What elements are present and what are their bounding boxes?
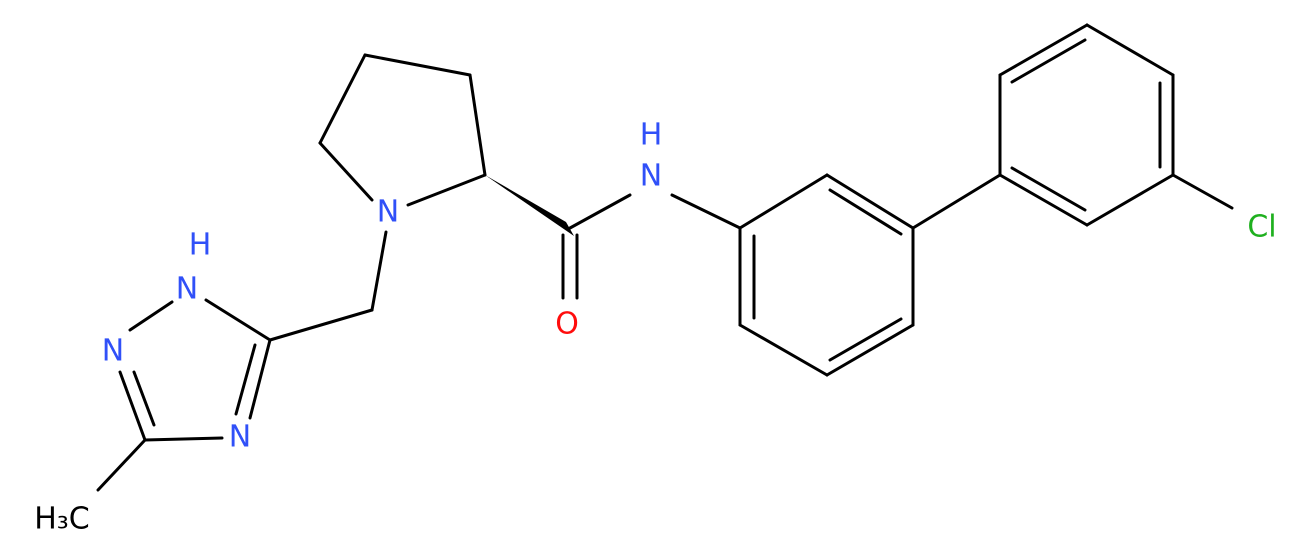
bond: [318, 141, 374, 202]
bond: [234, 343, 257, 416]
atom-label: N: [377, 195, 399, 230]
atom-label: Cl: [1247, 210, 1276, 245]
bond: [568, 193, 632, 230]
atom-label: H: [640, 118, 663, 153]
bond: [1010, 38, 1087, 84]
atom-label: O: [555, 307, 579, 342]
atom-label: N: [102, 334, 124, 369]
bonds: [96, 23, 1234, 492]
atom-label: H₃C: [34, 502, 90, 537]
bond: [318, 53, 367, 145]
bond: [825, 323, 915, 377]
bond: [204, 298, 272, 342]
atom-label: N: [176, 272, 198, 307]
atom-label: H: [189, 228, 212, 263]
bond: [998, 173, 1089, 227]
bond: [828, 188, 903, 236]
bond: [143, 436, 224, 442]
bond: [1010, 166, 1087, 212]
bond: [1171, 173, 1234, 210]
atom-label: N: [229, 420, 251, 455]
bond: [828, 317, 903, 362]
bond: [911, 173, 1002, 230]
bond: [248, 338, 272, 420]
bond: [268, 308, 374, 342]
bond: [406, 173, 487, 207]
bond: [132, 370, 156, 427]
bond: [738, 323, 829, 377]
bond: [96, 438, 147, 492]
bond: [738, 173, 829, 230]
bond: [998, 23, 1089, 77]
bond: [128, 300, 174, 332]
bond: [468, 73, 487, 177]
bond: [118, 370, 147, 442]
bond: [1085, 173, 1175, 227]
bond: [825, 173, 915, 230]
bond: [670, 193, 742, 230]
bond: [1085, 23, 1175, 77]
bond: [370, 230, 388, 312]
wedge-bond: [485, 175, 574, 236]
bond: [363, 53, 472, 77]
atom-label: N: [640, 159, 662, 194]
atom-labels: N N H O N H N N H₃C Cl: [34, 118, 1276, 537]
